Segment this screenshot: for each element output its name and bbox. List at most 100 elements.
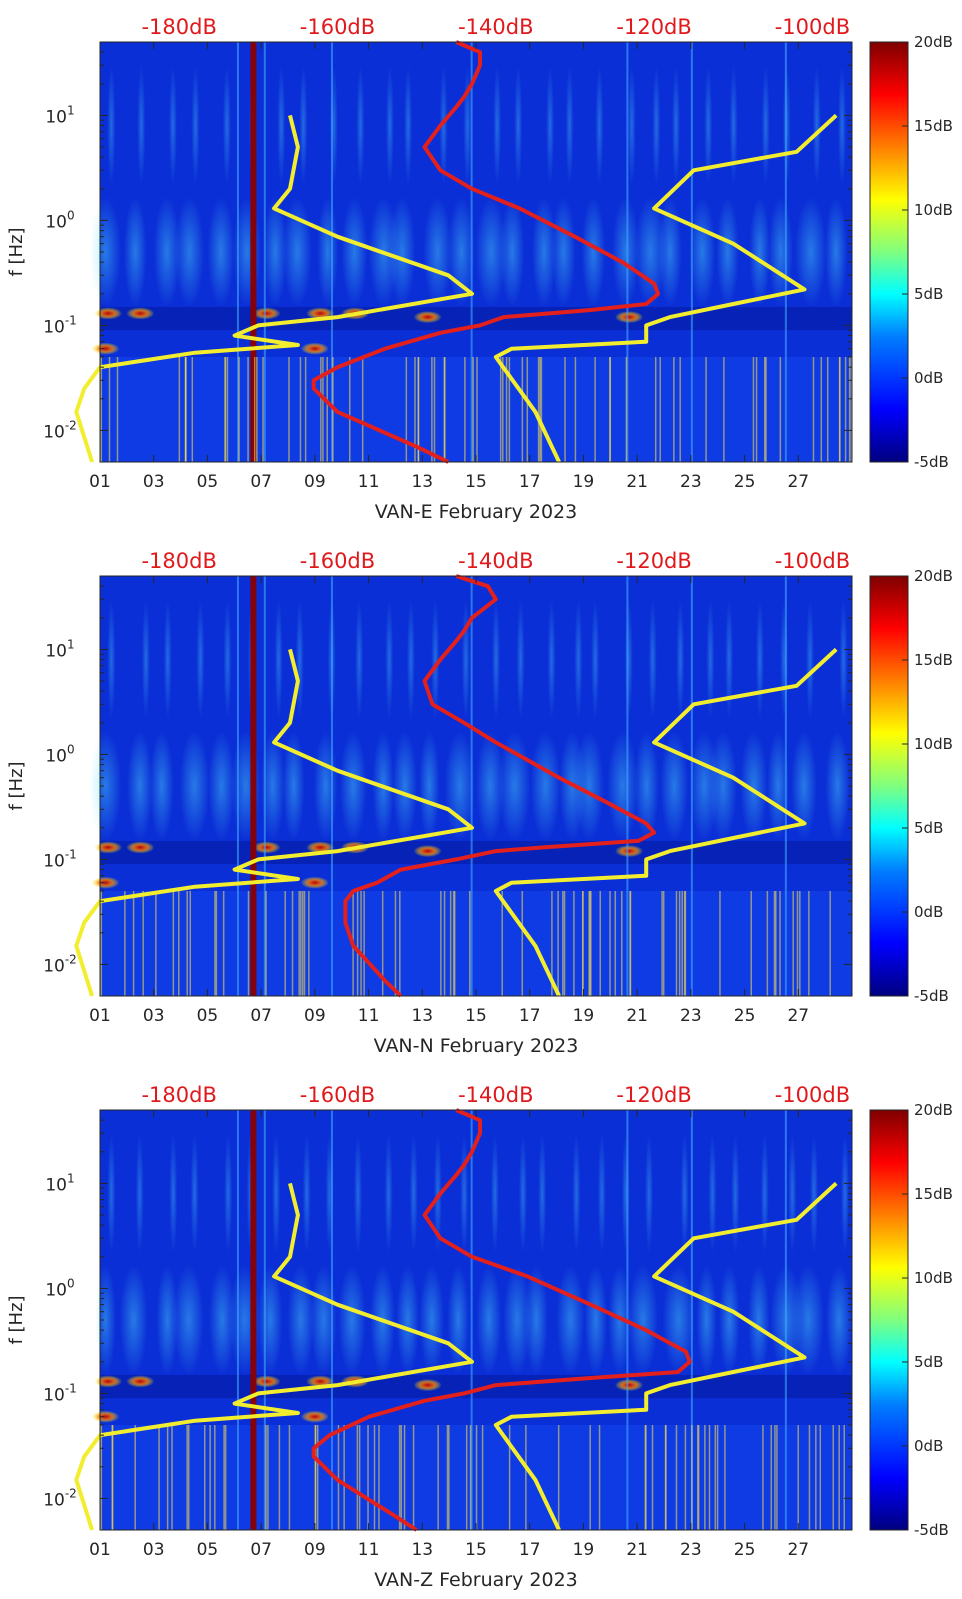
interference-streak	[776, 1425, 778, 1530]
interference-streak	[539, 357, 541, 462]
noise-band	[100, 1374, 852, 1399]
interference-streak	[263, 1110, 266, 1530]
interference-streak	[609, 891, 611, 996]
interference-streak	[288, 357, 290, 462]
interference-streak	[681, 891, 683, 996]
y-tick-label: 10-2	[43, 1486, 77, 1510]
interference-streak	[697, 1425, 700, 1530]
interference-streak	[829, 891, 831, 996]
hot-spot	[91, 342, 120, 355]
x-tick-label: 03	[143, 1006, 165, 1026]
y-tick-label: 10-2	[43, 952, 77, 976]
y-axis-title: f [Hz]	[6, 227, 27, 276]
spectral-plume	[514, 65, 523, 186]
x-axis-title: VAN-N February 2023	[374, 1035, 579, 1057]
spectral-plume	[706, 599, 715, 720]
spectral-plume	[660, 731, 689, 841]
spectral-plume	[406, 599, 415, 720]
spectral-plume	[826, 1265, 852, 1375]
spectral-plume	[174, 197, 204, 307]
spectral-plume	[731, 1133, 740, 1254]
interference-streak	[508, 1425, 511, 1530]
colorbar-tick-label: 15dB	[914, 651, 953, 669]
spectral-plume	[168, 65, 177, 186]
interference-streak	[708, 1425, 711, 1530]
interference-streak	[300, 891, 302, 996]
hot-spot	[300, 876, 329, 889]
interference-streak	[412, 1425, 415, 1530]
interference-streak	[475, 1425, 478, 1530]
interference-streak	[697, 1425, 699, 1530]
spectral-plume	[676, 599, 685, 720]
colorbar-tick-label: 20dB	[914, 567, 953, 585]
interference-streak	[465, 1425, 468, 1530]
interference-streak	[589, 891, 591, 996]
x-tick-label: 03	[143, 1540, 165, 1560]
colorbar	[869, 41, 909, 463]
top-db-label: -100dB	[775, 1083, 850, 1107]
x-tick-label: 25	[734, 472, 756, 492]
spectral-plume	[538, 1133, 547, 1254]
spectral-plume	[223, 599, 232, 720]
interference-streak	[316, 1425, 319, 1530]
colorbar-tick-label: 5dB	[914, 1353, 943, 1371]
colorbar	[869, 575, 909, 997]
spectral-plume	[607, 731, 639, 841]
interference-streak	[838, 357, 841, 462]
yellow-series-line	[74, 1182, 474, 1531]
spectral-plume	[476, 731, 504, 841]
interference-streak	[784, 42, 787, 462]
spectral-plume	[791, 731, 817, 841]
interference-streak	[356, 1425, 359, 1530]
spectral-plume	[749, 197, 771, 307]
colorbar-tick-label: 0dB	[914, 369, 943, 387]
spectral-plume	[384, 1133, 393, 1254]
x-tick-label: 13	[411, 1540, 433, 1560]
red-series-line	[311, 40, 661, 464]
hot-spot	[615, 845, 644, 858]
interference-streak	[679, 357, 681, 462]
x-tick-label: 27	[787, 1540, 809, 1560]
interference-streak	[265, 891, 267, 996]
spectral-plume	[461, 599, 470, 720]
interference-streak	[250, 42, 257, 462]
colorbar	[869, 1109, 909, 1531]
spectral-plume	[621, 1133, 630, 1254]
interference-streak	[132, 891, 135, 996]
x-tick-label: 09	[304, 472, 326, 492]
interference-streak	[134, 1425, 136, 1530]
x-tick-label: 27	[787, 472, 809, 492]
interference-streak	[124, 891, 126, 996]
x-tick-label: 05	[197, 1540, 219, 1560]
interference-streak	[187, 1425, 190, 1530]
interference-streak	[664, 1425, 667, 1530]
interference-streak	[100, 357, 103, 462]
y-tick-label: 101	[45, 103, 74, 127]
interference-streak	[356, 891, 359, 996]
hot-spot	[94, 307, 123, 320]
spectral-plume	[546, 65, 555, 186]
colorbar-tick-label: 20dB	[914, 33, 953, 51]
x-tick-label: 11	[358, 1006, 380, 1026]
yellow-series-line	[493, 113, 838, 463]
x-tick-label: 07	[250, 1006, 272, 1026]
spectral-plume	[209, 1265, 236, 1375]
spectral-plume	[153, 197, 181, 307]
interference-streak	[330, 42, 333, 462]
spectral-plume	[277, 65, 286, 186]
interference-streak	[214, 891, 216, 996]
spectral-plume	[795, 197, 827, 307]
y-tick-label: 10-1	[43, 313, 77, 337]
interference-streak	[236, 576, 239, 996]
x-tick-label: 21	[626, 1540, 648, 1560]
interference-streak	[683, 891, 686, 996]
x-tick-label: 21	[626, 1006, 648, 1026]
spectral-plume	[419, 1265, 444, 1375]
interference-streak	[186, 891, 188, 996]
interference-streak	[224, 357, 226, 462]
y-axis-title: f [Hz]	[6, 1295, 27, 1344]
hot-spot	[126, 307, 155, 320]
interference-streak	[247, 891, 250, 996]
interference-streak	[142, 891, 144, 996]
interference-streak	[662, 891, 665, 996]
